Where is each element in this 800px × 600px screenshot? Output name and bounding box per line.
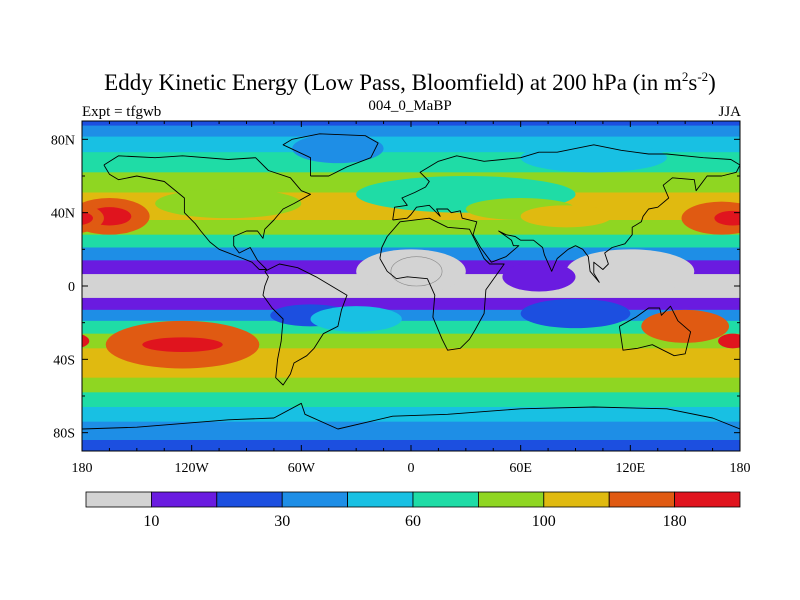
subtitle-center: 004_0_MaBP bbox=[368, 98, 451, 114]
coastline-layer bbox=[82, 133, 740, 430]
field-layer bbox=[82, 121, 740, 451]
field-band bbox=[82, 234, 740, 248]
field-feature bbox=[82, 211, 93, 225]
subtitle-right: JJA bbox=[718, 104, 741, 120]
coastline-greenland bbox=[282, 133, 379, 177]
colorbar-label: 100 bbox=[532, 513, 556, 530]
subtitle-left: Expt = tfgwb bbox=[82, 104, 161, 120]
field-feature bbox=[502, 262, 576, 292]
field-feature bbox=[718, 333, 740, 349]
field-feature bbox=[520, 205, 613, 228]
coastline-south-america bbox=[262, 263, 348, 386]
coastline-north-america bbox=[103, 155, 311, 270]
coastline-africa bbox=[379, 217, 505, 351]
field-band bbox=[82, 309, 740, 322]
y-tick-label: 40S bbox=[53, 353, 75, 368]
field-feature bbox=[681, 201, 740, 235]
field-feature bbox=[155, 188, 302, 219]
field-band bbox=[82, 407, 740, 423]
y-tick-label: 0 bbox=[68, 280, 75, 295]
coastline-antarctica bbox=[82, 402, 740, 430]
x-tick-label: 180 bbox=[72, 461, 93, 476]
coastline-australia bbox=[618, 305, 692, 357]
colorbar-swatch bbox=[85, 491, 152, 508]
field-feature bbox=[292, 133, 384, 164]
field-band bbox=[82, 392, 740, 408]
colorbar-swatch bbox=[543, 491, 610, 508]
x-tick-label: 120W bbox=[175, 461, 210, 476]
y-tick-label: 80N bbox=[51, 133, 75, 148]
field-band bbox=[82, 125, 740, 138]
colorbar-swatch bbox=[216, 491, 283, 508]
field-feature bbox=[566, 249, 695, 294]
x-tick-label: 60E bbox=[509, 461, 532, 476]
field-feature bbox=[142, 337, 223, 352]
colorbar-label: 60 bbox=[405, 513, 421, 530]
colorbar-label: 30 bbox=[274, 513, 290, 530]
x-tick-label: 0 bbox=[408, 461, 415, 476]
colorbar-swatch bbox=[347, 491, 414, 508]
colorbar-swatch bbox=[281, 491, 349, 508]
colorbar-label: 10 bbox=[143, 513, 159, 530]
field-band bbox=[82, 297, 740, 311]
colorbar-swatch bbox=[412, 491, 479, 508]
field-feature bbox=[714, 210, 740, 226]
x-tick-label: 60W bbox=[288, 461, 316, 476]
field-feature bbox=[520, 298, 631, 329]
y-tick-label: 80S bbox=[53, 427, 75, 442]
colorbar: 10 30 60 100 180 bbox=[85, 491, 741, 530]
x-tick-label: 180 bbox=[730, 461, 751, 476]
x-tick-label: 120E bbox=[616, 461, 646, 476]
chart-title: Eddy Kinetic Energy (Low Pass, Bloomfiel… bbox=[104, 69, 716, 95]
field-feature bbox=[641, 309, 730, 343]
field-feature bbox=[390, 256, 443, 287]
colorbar-swatch bbox=[674, 491, 741, 508]
field-feature bbox=[520, 143, 667, 173]
colorbar-swatch bbox=[608, 491, 676, 508]
colorbar-swatch bbox=[477, 491, 545, 508]
field-feature bbox=[82, 334, 90, 348]
coastline-eurasia bbox=[392, 144, 740, 283]
field-band bbox=[82, 421, 740, 441]
field-band bbox=[82, 377, 740, 393]
colorbar-label: 180 bbox=[663, 513, 687, 530]
field-feature bbox=[310, 306, 402, 332]
field-band bbox=[82, 363, 740, 379]
colorbar-swatch bbox=[150, 491, 218, 508]
field-feature-outline bbox=[390, 256, 443, 287]
y-axis: 80N 40N 0 40S 80S bbox=[51, 133, 740, 442]
x-axis: 180 120W 60W 0 60E 120E 180 bbox=[72, 121, 751, 476]
y-tick-label: 40N bbox=[51, 207, 75, 222]
